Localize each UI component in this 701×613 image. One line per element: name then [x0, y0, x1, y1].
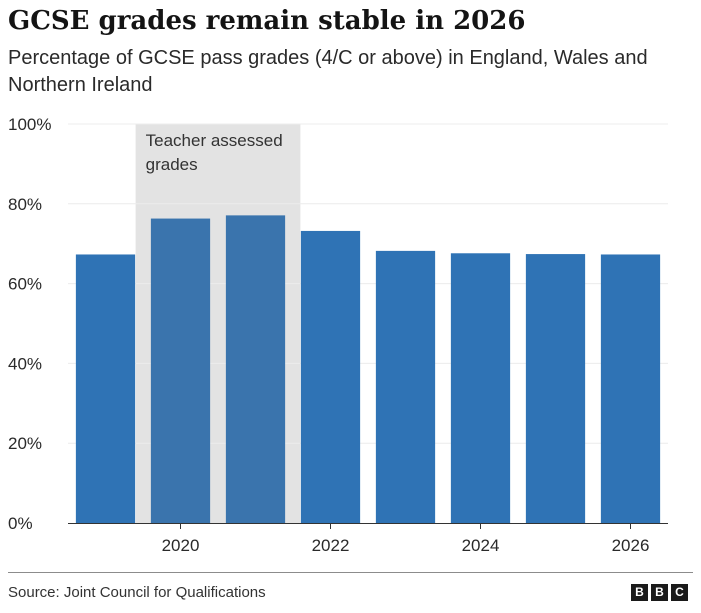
bar-2019: [75, 254, 136, 523]
x-tick-label: 2020: [162, 536, 200, 555]
y-tick-label: 0%: [8, 514, 33, 533]
y-tick-label: 20%: [8, 434, 42, 453]
bar-2021: [225, 215, 286, 523]
bar-2022: [300, 230, 361, 523]
source-note: Source: Joint Council for Qualifications: [8, 584, 266, 601]
y-tick-label: 100%: [8, 115, 51, 134]
y-tick-label: 60%: [8, 275, 42, 294]
y-tick-label: 80%: [8, 195, 42, 214]
bar-2026: [600, 254, 661, 523]
bbc-logo-letter: B: [651, 584, 668, 601]
x-tick-label: 2026: [612, 536, 650, 555]
annotation-label: grades: [146, 155, 198, 174]
footer-divider: [8, 572, 693, 573]
bbc-logo-letter: C: [671, 584, 688, 601]
chart-title: GCSE grades remain stable in 2026: [8, 6, 526, 36]
bar-2020: [150, 218, 211, 524]
chart-subtitle: Percentage of GCSE pass grades (4/C or a…: [8, 47, 648, 96]
x-tick-label: 2024: [462, 536, 500, 555]
annotation-label: Teacher assessed: [146, 131, 283, 150]
bbc-logo: B B C: [631, 584, 688, 601]
x-tick-label: 2022: [312, 536, 350, 555]
bar-2024: [450, 253, 511, 523]
bbc-logo-letter: B: [631, 584, 648, 601]
bar-chart: Teacher assessed grades 0% 20% 40% 60% 80% 100%…: [8, 115, 668, 555]
bar-2025: [525, 254, 586, 523]
y-tick-label: 40%: [8, 354, 42, 373]
bar-2023: [375, 250, 436, 523]
